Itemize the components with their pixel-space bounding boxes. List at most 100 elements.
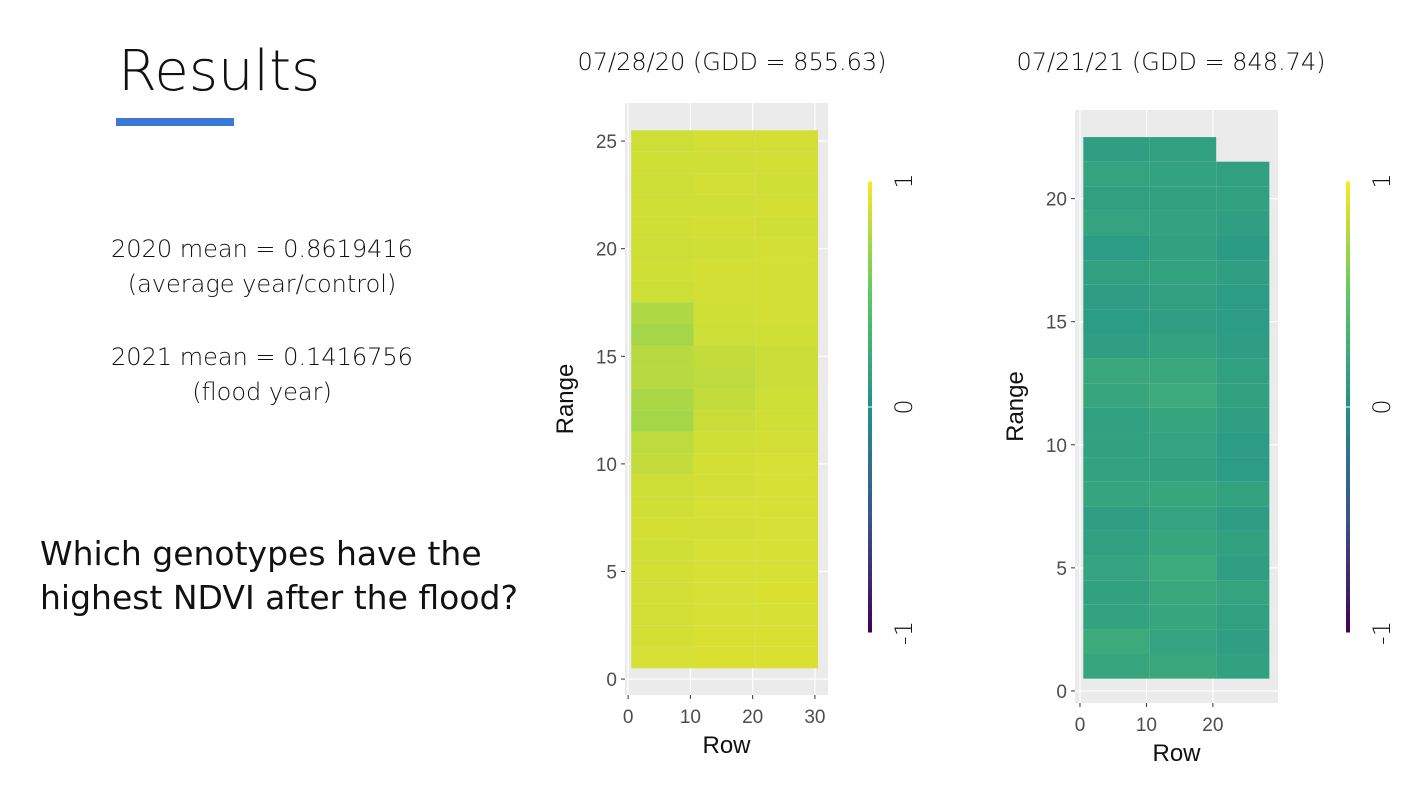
heatmap-cell: [693, 582, 756, 604]
heatmap-cell: [693, 453, 756, 475]
heatmap-cell: [693, 237, 756, 260]
heatmap-cell: [755, 410, 819, 432]
x-tick-label: 30: [804, 707, 825, 728]
heatmap-cell: [1149, 530, 1217, 556]
heatmap-cell: [1149, 260, 1217, 285]
y-tick-label: 20: [596, 240, 617, 261]
heatmap-cell: [1216, 334, 1270, 359]
x-tick-label: 10: [1136, 715, 1157, 736]
heatmap-cell: [1149, 161, 1217, 187]
heatmap-cell: [693, 345, 756, 368]
heatmap-cell: [1083, 629, 1150, 655]
heatmap-cell: [1216, 358, 1270, 384]
heatmap-cell: [631, 280, 694, 303]
heatmap-cell: [755, 324, 819, 346]
heatmap-cell: [755, 496, 819, 518]
heatmap-cell: [1216, 210, 1270, 236]
heatmap-cell: [631, 539, 694, 561]
heatmap-cell: [1083, 432, 1150, 458]
heatmap-cell: [631, 216, 694, 238]
heatmap-cell: [631, 324, 694, 346]
heatmap-cell: [1083, 407, 1150, 433]
heatmap-cell: [631, 625, 694, 647]
heatmap-cell: [631, 194, 694, 217]
heatmap-cell: [1083, 210, 1150, 236]
heatmap-cell: [1216, 580, 1270, 605]
heatmap-cell: [755, 173, 819, 195]
y-tick-label: 5: [1056, 559, 1067, 580]
title-underline: [116, 118, 234, 126]
question: highest NDVI after the flood?: [40, 578, 518, 617]
slide-title: Results: [118, 39, 320, 104]
y-tick-label: 0: [606, 670, 617, 691]
heatmap-cell: [1083, 555, 1150, 581]
heatmap-cell: [1149, 309, 1217, 335]
heatmap-cell: [1216, 309, 1270, 335]
heatmap-cell: [1216, 555, 1270, 581]
heatmap-cell: [1216, 383, 1270, 408]
heatmap-cell: [1083, 284, 1150, 310]
y-axis-label: Range: [1002, 371, 1029, 442]
colorbar-label: 0: [1368, 399, 1396, 414]
heatmap-cell: [1083, 383, 1150, 408]
y-tick-label: 0: [1056, 682, 1067, 703]
x-tick-label: 10: [680, 707, 701, 728]
heatmap-cell: [1083, 161, 1150, 187]
heatmap-cell: [1083, 309, 1150, 335]
heatmap-cell: [631, 496, 694, 518]
heatmap-cell: [1149, 137, 1217, 162]
heatmap-cell: [1149, 555, 1217, 581]
y-tick-label: 25: [596, 132, 617, 153]
x-tick-label: 20: [1202, 715, 1223, 736]
y-tick-label: 20: [1046, 190, 1067, 211]
heatmap-cell: [1216, 506, 1270, 531]
y-tick-label: 15: [596, 347, 617, 368]
heatmap-cell: [631, 646, 694, 669]
heatmap-cell: [1083, 186, 1150, 211]
heatmap-cell: [1083, 604, 1150, 630]
heatmap-cell: [1216, 481, 1270, 507]
x-tick-label: 20: [742, 707, 763, 728]
heatmap-cell: [693, 539, 756, 561]
heatmap-cell: [1216, 407, 1270, 433]
heatmap-cell: [755, 151, 819, 174]
heatmap-cell: [693, 280, 756, 303]
heatmap-cell: [631, 453, 694, 475]
heatmap-cell: [755, 280, 819, 303]
heatmap-cell: [1083, 137, 1150, 162]
heatmap-cell: [631, 237, 694, 260]
heatmap-cell: [755, 130, 819, 152]
heatmap-cell: [1149, 383, 1217, 408]
heatmap-cell: [1083, 260, 1150, 285]
x-axis-label: Row: [1152, 740, 1201, 767]
heatmap-cell: [1216, 161, 1270, 187]
heatmap-cell: [631, 173, 694, 195]
heatmap-cell: [1216, 186, 1270, 211]
heatmap-cell: [693, 302, 756, 325]
heatmap-cell: [1216, 604, 1270, 630]
heatmap-cell: [631, 302, 694, 325]
stat: (flood year): [192, 378, 332, 406]
colorbar-label: -1: [890, 621, 918, 645]
heatmap-cell: [1149, 629, 1217, 655]
heatmap-cell: [1149, 481, 1217, 507]
heatmap-cell: [1149, 580, 1217, 605]
y-axis-label: Range: [552, 364, 579, 435]
heatmap-cell: [755, 517, 819, 540]
heatmap-cell: [1216, 260, 1270, 285]
heatmap-cell: [755, 194, 819, 217]
heatmap-cell: [693, 259, 756, 281]
heatmap-cell: [631, 474, 694, 497]
heatmap-cell: [631, 151, 694, 174]
heatmap-cell: [1083, 481, 1150, 507]
heatmap-cell: [693, 216, 756, 238]
heatmap-cell: [1083, 506, 1150, 531]
heatmap-cell: [1083, 580, 1150, 605]
heatmap-cell: [693, 194, 756, 217]
heatmap-cell: [1083, 530, 1150, 556]
heatmap-cell: [1216, 629, 1270, 655]
heatmap-cell: [1149, 432, 1217, 458]
colorbar-label: 0: [890, 399, 918, 414]
